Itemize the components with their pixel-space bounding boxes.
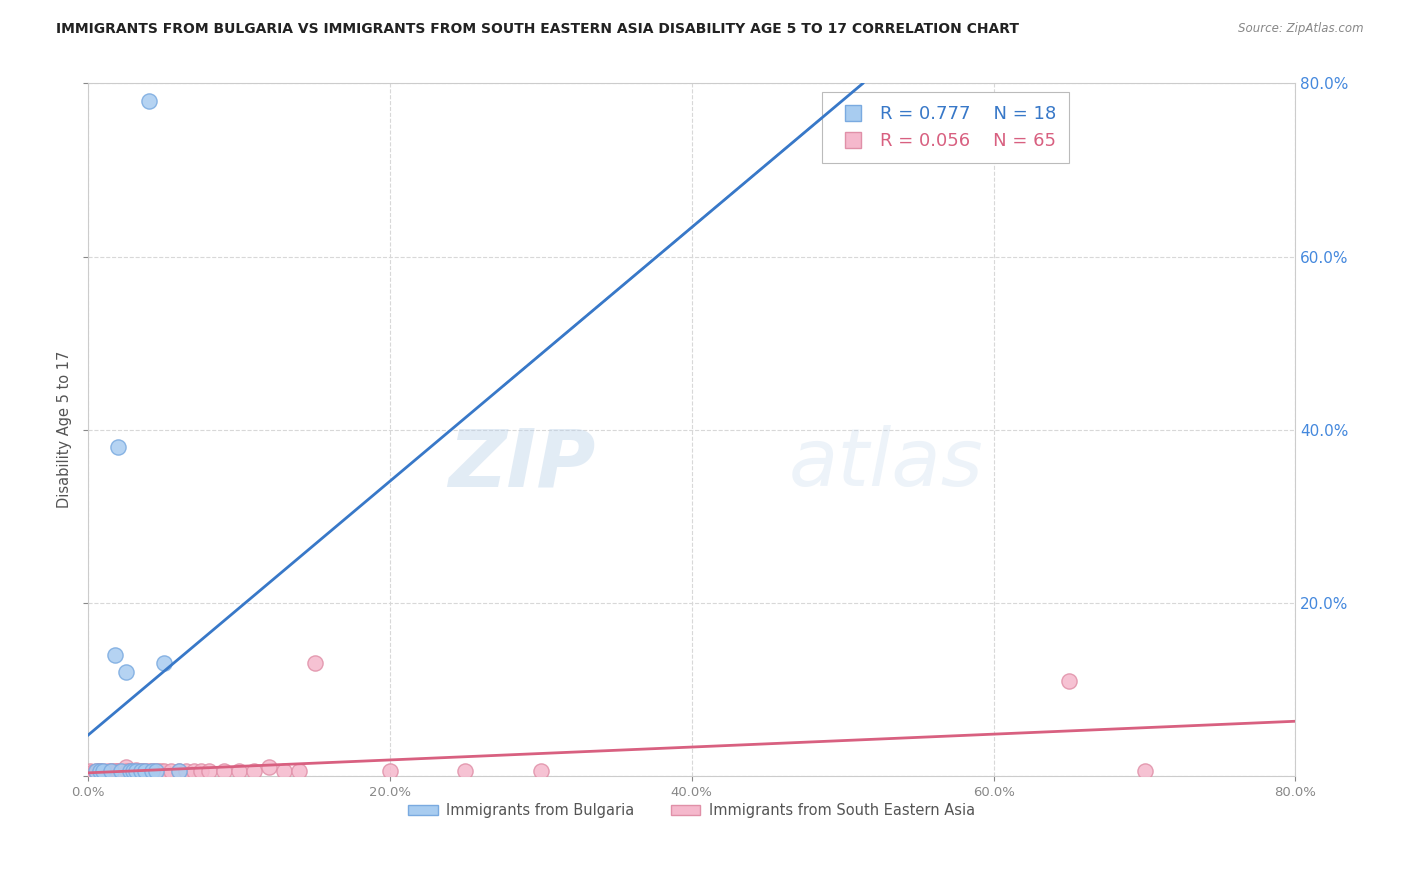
Point: [129, 764, 152, 779]
Point: [101, 764, 124, 779]
Point: [152, 764, 174, 779]
Point: [132, 764, 155, 779]
Point: [89, 764, 111, 779]
Point: [167, 764, 190, 779]
Point: [378, 764, 401, 779]
Point: [98, 765, 121, 780]
Point: [79, 764, 101, 779]
Point: [145, 764, 167, 779]
Point: [128, 764, 150, 779]
Point: [121, 764, 143, 779]
Point: [90, 765, 112, 780]
Point: [125, 764, 148, 779]
Point: [454, 764, 477, 779]
Point: [86, 765, 108, 780]
Point: [120, 764, 142, 779]
Point: [103, 765, 125, 780]
Point: [80, 766, 103, 780]
Point: [124, 764, 146, 779]
Point: [288, 764, 311, 779]
Point: [83, 766, 105, 780]
Point: [125, 763, 148, 777]
Point: [143, 764, 166, 779]
Point: [228, 764, 250, 779]
Point: [304, 657, 326, 671]
Point: [84, 764, 107, 779]
Point: [87, 764, 110, 779]
Point: [1133, 764, 1156, 779]
Point: [167, 764, 190, 779]
Point: [110, 764, 132, 779]
Point: [117, 764, 139, 779]
Point: [89, 764, 111, 779]
Point: [77, 769, 100, 783]
Point: [198, 764, 221, 779]
Point: [107, 764, 129, 779]
Point: [84, 764, 107, 779]
Point: [104, 648, 127, 662]
Point: [100, 764, 122, 779]
Point: [138, 764, 160, 779]
Point: [152, 657, 174, 671]
Point: [105, 764, 128, 779]
Point: [122, 764, 145, 779]
Point: [94, 766, 117, 780]
Point: [118, 764, 141, 779]
Point: [122, 764, 145, 779]
Point: [104, 764, 127, 779]
Point: [82, 765, 104, 780]
Point: [112, 764, 135, 779]
Point: [96, 765, 118, 780]
Point: [183, 764, 205, 779]
Point: [212, 764, 235, 779]
Point: [87, 764, 110, 778]
Point: [97, 764, 120, 779]
Point: [91, 764, 114, 779]
Point: [120, 764, 142, 779]
Point: [134, 764, 156, 779]
Legend: Immigrants from Bulgaria, Immigrants from South Eastern Asia: Immigrants from Bulgaria, Immigrants fro…: [402, 797, 981, 824]
Point: [530, 764, 553, 779]
Point: [129, 764, 152, 779]
Point: [149, 764, 172, 779]
Point: [146, 764, 169, 779]
Point: [141, 764, 163, 779]
Point: [91, 764, 114, 779]
Point: [243, 764, 266, 779]
Point: [84, 765, 107, 780]
Point: [138, 94, 160, 108]
Point: [174, 764, 197, 779]
Point: [141, 764, 163, 779]
Text: atlas: atlas: [789, 425, 983, 503]
Point: [273, 764, 295, 779]
Point: [110, 764, 132, 779]
Point: [115, 665, 138, 679]
Text: Source: ZipAtlas.com: Source: ZipAtlas.com: [1239, 22, 1364, 36]
Point: [107, 440, 129, 454]
Point: [108, 764, 131, 779]
Point: [131, 764, 153, 779]
Text: IMMIGRANTS FROM BULGARIA VS IMMIGRANTS FROM SOUTH EASTERN ASIA DISABILITY AGE 5 : IMMIGRANTS FROM BULGARIA VS IMMIGRANTS F…: [56, 22, 1019, 37]
Y-axis label: Disability Age 5 to 17: Disability Age 5 to 17: [58, 351, 72, 508]
Point: [134, 764, 156, 779]
Point: [190, 764, 212, 779]
Point: [100, 764, 122, 779]
Point: [1057, 673, 1080, 688]
Point: [115, 760, 138, 774]
Point: [257, 760, 280, 774]
Point: [111, 764, 134, 779]
Point: [127, 764, 149, 779]
Point: [160, 764, 183, 779]
Text: ZIP: ZIP: [449, 425, 595, 503]
